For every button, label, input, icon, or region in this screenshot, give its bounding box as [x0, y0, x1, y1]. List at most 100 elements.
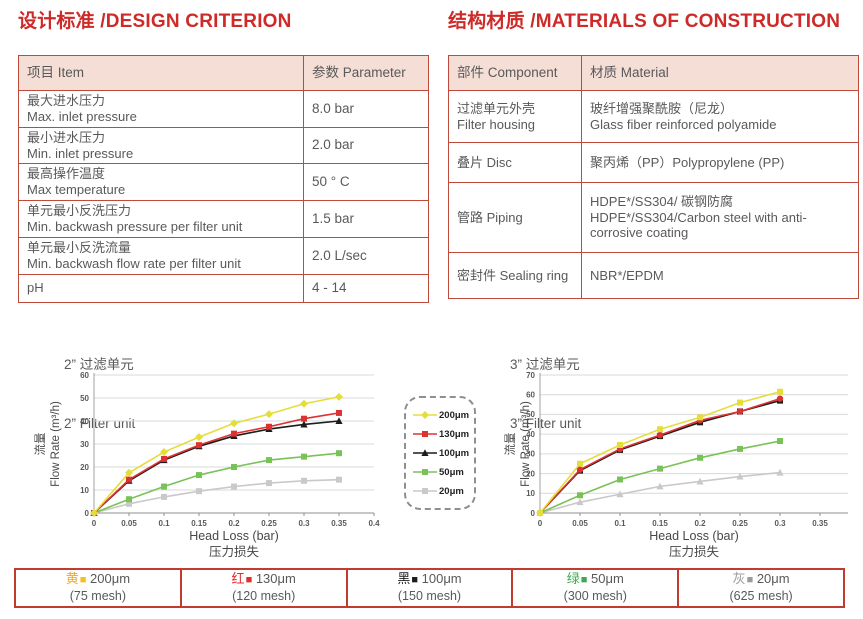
- series-marker-icon: [161, 455, 167, 462]
- item-zh: pH: [27, 280, 44, 296]
- flow-rate-chart-3inch: 流量 Flow Rate (m³/h) 0 10 20 30 40 50 60 70 0 0.05…: [500, 362, 863, 572]
- series-marker-icon: [336, 476, 342, 483]
- mesh-count: (625 mesh): [729, 589, 793, 604]
- x-axis-label-3inch: Head Loss (bar) 压力损失: [540, 528, 848, 561]
- series-marker-icon: [657, 426, 663, 433]
- legend-marker-icon: [413, 431, 437, 437]
- tick-label: 40: [80, 417, 89, 426]
- micron-size: 20μm: [753, 571, 790, 587]
- legend-marker-icon: [413, 449, 437, 456]
- series-marker-icon: [265, 410, 273, 419]
- series-line: [93, 452, 340, 514]
- tick-label: 0.2: [694, 519, 706, 527]
- legend-entry: 50μm: [413, 463, 474, 482]
- series-marker-icon: [161, 483, 167, 490]
- parameter-cell: 50 ° C: [303, 163, 429, 202]
- series-marker-icon: [301, 415, 307, 422]
- micron-size: 200μm: [86, 571, 131, 587]
- tick-label: 0.05: [121, 519, 137, 527]
- tick-label: 10: [526, 489, 535, 498]
- component-en: Filter housing: [457, 116, 536, 132]
- item-zh: 单元最小反洗流量: [27, 239, 132, 255]
- series-marker-icon: [196, 472, 202, 479]
- component-zh: 密封件 Sealing ring: [457, 267, 569, 283]
- design-col-parameter: 参数 Parameter: [303, 55, 429, 91]
- series-marker-icon: [336, 409, 342, 416]
- chart-title-2inch: 2” 过滤单元 2” Filter unit: [64, 316, 135, 453]
- color-swatch-icon: ■: [245, 574, 253, 587]
- series-line: [93, 420, 340, 514]
- parameter-cell: 8.0 bar: [303, 90, 429, 128]
- series-marker-icon: [421, 411, 429, 419]
- material-cell: HDPE*/SS304/ 碳钢防腐 HDPE*/SS304/Carbon stee…: [581, 182, 859, 253]
- component-cell: 叠片 Disc: [448, 142, 582, 183]
- legend-label: 20μm: [439, 485, 464, 497]
- series-marker-icon: [421, 449, 429, 456]
- x-axis-label-zh: 压力损失: [668, 545, 719, 560]
- tick-label: 0.25: [732, 519, 748, 527]
- item-cell: 单元最小反洗压力 Min. backwash pressure per filte…: [18, 200, 304, 238]
- component-zh: 管路 Piping: [457, 209, 523, 225]
- chart-title-3inch-zh: 3” 过滤单元: [510, 357, 580, 373]
- tick-label: 30: [80, 440, 89, 449]
- tick-label: 50: [526, 410, 535, 419]
- item-cell: pH: [18, 273, 304, 303]
- component-cell: 过滤单元外壳 Filter housing: [448, 90, 582, 143]
- tick-label: 0.3: [774, 519, 786, 527]
- series-marker-icon: [697, 454, 703, 461]
- color-name-zh: 黄: [65, 571, 79, 587]
- color-name-zh: 红: [231, 571, 245, 587]
- mesh-legend-line1: 灰■ 20μm: [733, 571, 790, 588]
- mesh-legend-line1: 红■ 130μm: [232, 571, 296, 588]
- series-marker-icon: [161, 493, 167, 500]
- mesh-legend-cell: 红■ 130μm (120 mesh): [182, 570, 348, 606]
- series-marker-icon: [777, 438, 783, 445]
- series-marker-icon: [126, 476, 132, 483]
- mesh-legend-bar: 黄■ 200μm (75 mesh) 红■ 130μm (120 mesh) 黑■ 10…: [14, 568, 845, 608]
- tick-label: 60: [80, 371, 89, 380]
- material-zh: 聚丙烯（PP）Polypropylene (PP): [590, 154, 785, 170]
- mesh-count: (150 mesh): [397, 589, 462, 604]
- micron-size: 130μm: [252, 571, 296, 587]
- material-en: Glass fiber reinforced polyamide: [590, 116, 777, 132]
- tick-label: 30: [526, 450, 535, 459]
- legend-label: 100μm: [439, 447, 470, 459]
- materials-table-row: 密封件 Sealing ring NBR*/EPDM: [448, 252, 859, 299]
- series-marker-icon: [422, 469, 428, 475]
- mesh-legend-cell: 绿■ 50μm (300 mesh): [513, 570, 680, 606]
- tick-label: 50: [80, 394, 89, 403]
- tick-label: 0.3: [298, 519, 310, 527]
- series-marker-icon: [266, 423, 272, 430]
- micron-size: 50μm: [587, 571, 624, 587]
- chart-title-3inch: 3” 过滤单元 3” Filter unit: [510, 316, 581, 453]
- series-marker-icon: [301, 453, 307, 460]
- legend-entry: 200μm: [413, 406, 474, 425]
- materials-table-row: 叠片 Disc 聚丙烯（PP）Polypropylene (PP): [448, 142, 859, 183]
- design-col-item: 项目 Item: [18, 55, 304, 91]
- series-marker-icon: [301, 477, 307, 484]
- material-cell: 聚丙烯（PP）Polypropylene (PP): [581, 142, 859, 183]
- item-zh: 最大进水压力: [27, 93, 106, 108]
- design-table-row: 最高操作温度 Max temperature 50 ° C: [18, 163, 429, 202]
- series-marker-icon: [737, 399, 743, 406]
- tick-label: 0.15: [191, 519, 207, 527]
- materials-table-body: 过滤单元外壳 Filter housing 玻纤增强聚酰胺（尼龙） Glass fib…: [448, 90, 859, 299]
- legend-marker-icon: [413, 488, 437, 494]
- chart-legend: 200μm 130μm 100μm 50μm 20μm: [404, 396, 476, 510]
- item-cell: 最高操作温度 Max temperature: [18, 163, 304, 202]
- mesh-legend-line1: 黑■ 100μm: [397, 571, 461, 588]
- series-marker-icon: [776, 468, 784, 476]
- materials-table-header-row: 部件 Component 材质 Material: [448, 55, 859, 91]
- item-en: Min. inlet pressure: [27, 145, 134, 161]
- materials-col-component: 部件 Component: [448, 55, 582, 91]
- series-marker-icon: [231, 464, 237, 470]
- series-marker-icon: [777, 388, 783, 395]
- chart-title-3inch-en: 3” Filter unit: [510, 415, 582, 431]
- component-cell: 密封件 Sealing ring: [448, 252, 582, 299]
- legend-label: 200μm: [439, 409, 470, 421]
- color-swatch-icon: ■: [411, 574, 419, 587]
- series-marker-icon: [266, 457, 272, 464]
- x-axis-label-en: Head Loss (bar): [189, 529, 279, 543]
- component-zh: 叠片 Disc: [457, 154, 512, 170]
- series-marker-icon: [300, 420, 308, 428]
